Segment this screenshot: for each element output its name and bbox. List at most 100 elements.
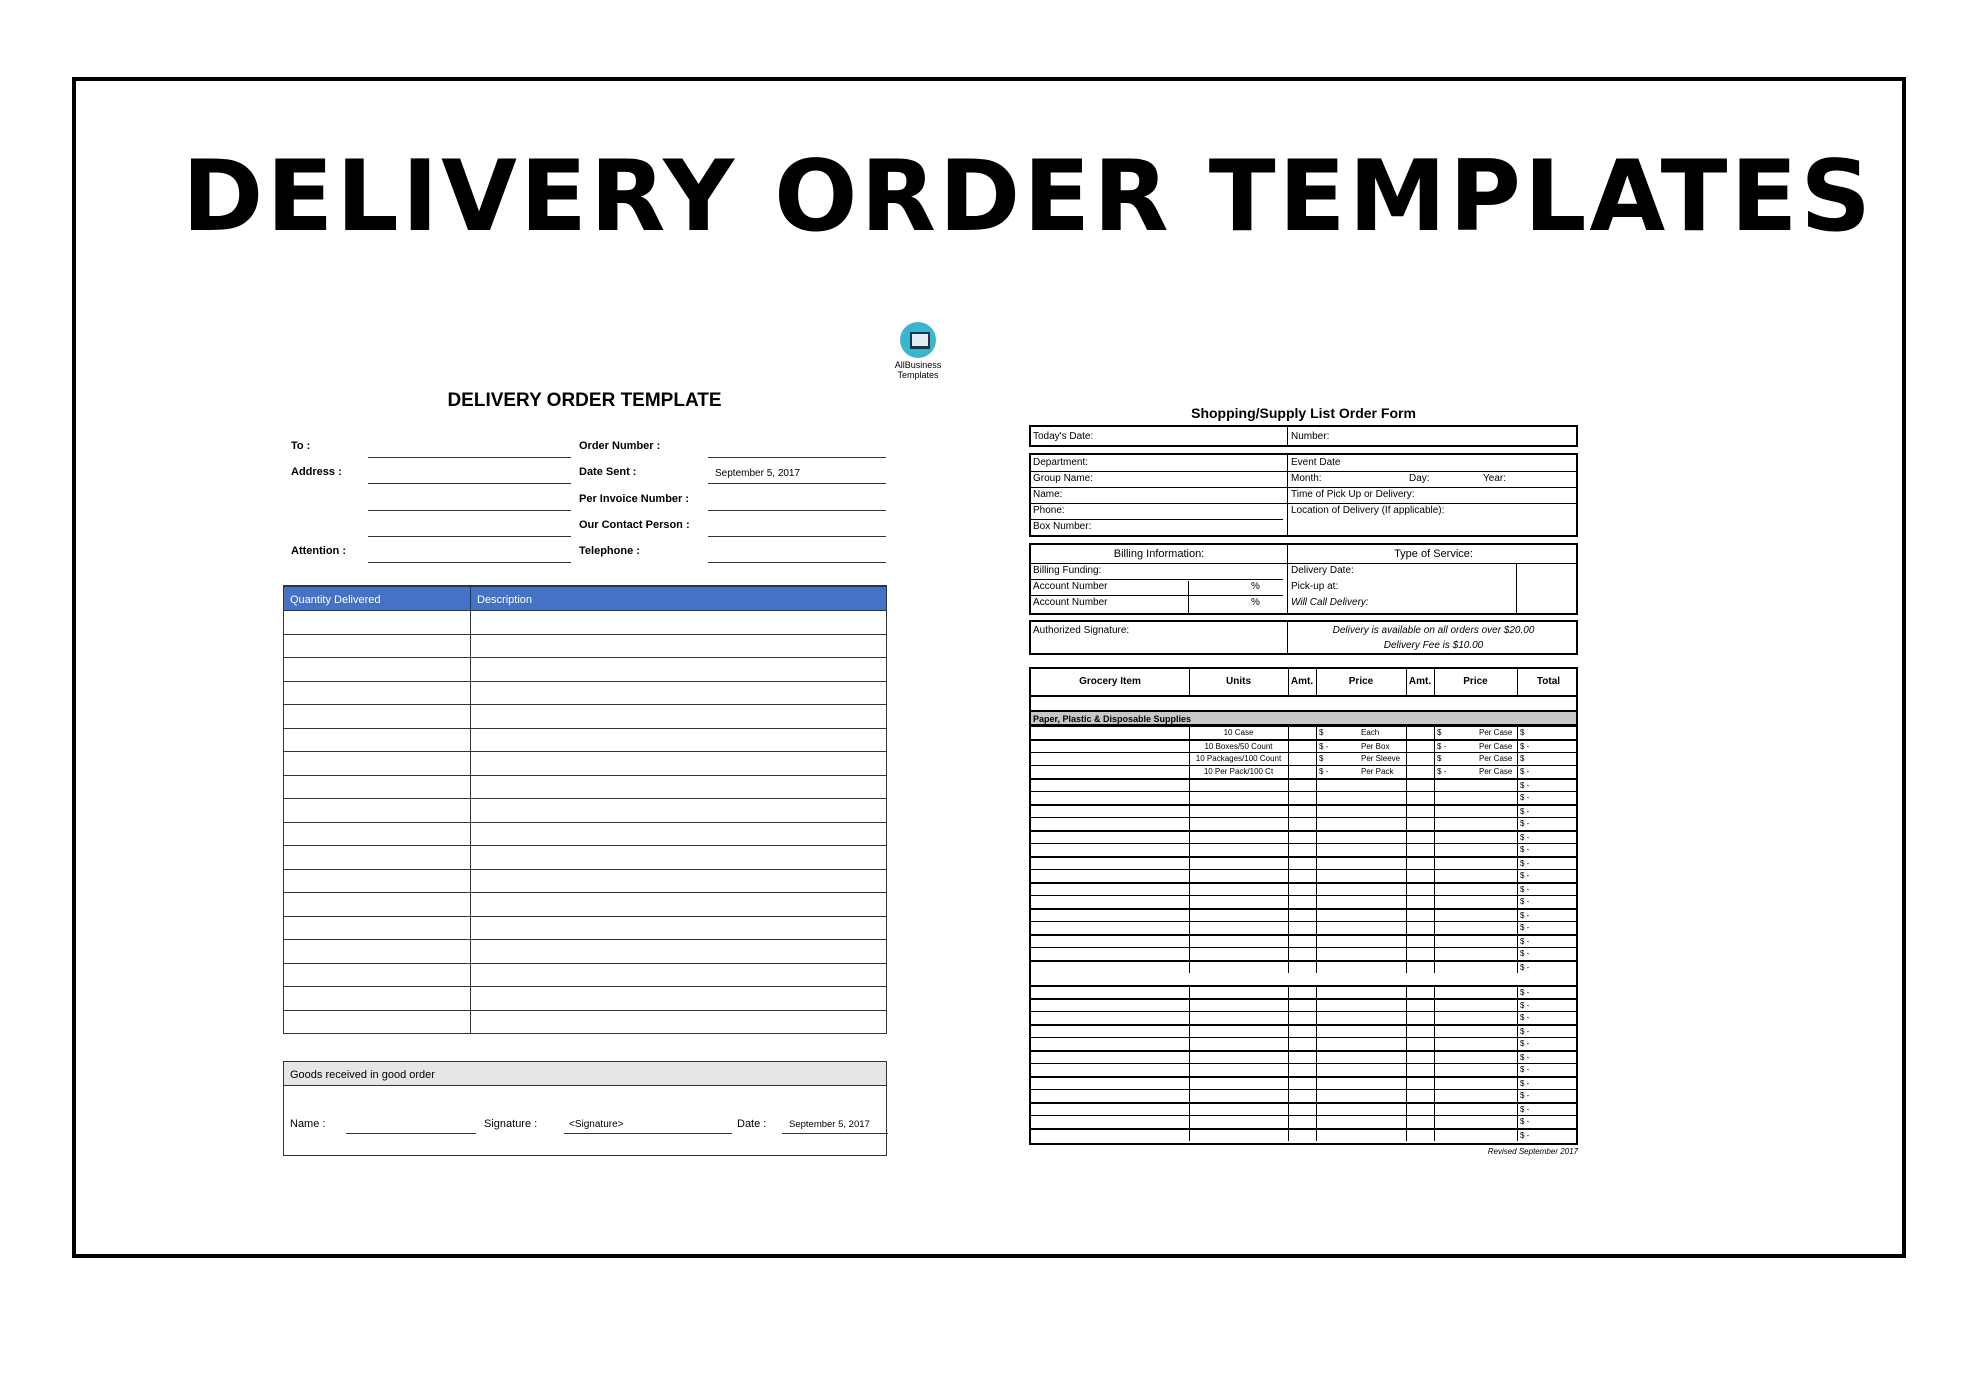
grocery-row[interactable]: $ - bbox=[1031, 1102, 1576, 1115]
table-row[interactable] bbox=[284, 610, 886, 634]
number-field[interactable]: Number: bbox=[1291, 431, 1330, 442]
delivery-date-option[interactable]: Delivery Date: bbox=[1291, 565, 1354, 576]
description-cell[interactable] bbox=[471, 705, 886, 728]
quantity-cell[interactable] bbox=[284, 752, 471, 775]
quantity-cell[interactable] bbox=[284, 940, 471, 963]
grocery-row[interactable]: $ - bbox=[1031, 843, 1576, 856]
grocery-row[interactable]: $ - bbox=[1031, 804, 1576, 817]
day-field[interactable]: Day: bbox=[1409, 473, 1430, 484]
info-field[interactable]: Department: bbox=[1033, 457, 1089, 468]
info-field[interactable]: Group Name: bbox=[1033, 473, 1094, 484]
description-cell[interactable] bbox=[471, 682, 886, 705]
quantity-cell[interactable] bbox=[284, 728, 471, 751]
grocery-row[interactable]: $ - bbox=[1031, 1063, 1576, 1076]
grocery-row[interactable]: $ - bbox=[1031, 830, 1576, 843]
table-row[interactable] bbox=[284, 939, 886, 963]
account-number-field[interactable]: Account Number bbox=[1033, 597, 1108, 608]
description-cell[interactable] bbox=[471, 846, 886, 869]
description-cell[interactable] bbox=[471, 635, 886, 658]
grocery-row[interactable]: 10 Case $ Each $ Per Case $ bbox=[1031, 726, 1576, 739]
grocery-row[interactable]: $ - bbox=[1031, 1076, 1576, 1089]
grocery-row[interactable]: 10 Packages/100 Count $ Per Sleeve $ Per Cas… bbox=[1031, 752, 1576, 765]
quantity-cell[interactable] bbox=[284, 611, 471, 634]
table-row[interactable] bbox=[284, 986, 886, 1010]
grocery-row[interactable]: $ - bbox=[1031, 791, 1576, 804]
table-row[interactable] bbox=[284, 915, 886, 940]
quantity-cell[interactable] bbox=[284, 916, 471, 939]
description-cell[interactable] bbox=[471, 870, 886, 893]
input-line[interactable] bbox=[708, 509, 886, 511]
table-row[interactable] bbox=[284, 704, 886, 728]
grocery-row[interactable]: $ - bbox=[1031, 908, 1576, 921]
grocery-row[interactable]: 10 Boxes/50 Count $ - Per Box $ - Per Case $ … bbox=[1031, 739, 1576, 752]
description-cell[interactable] bbox=[471, 729, 886, 752]
info-field[interactable]: Box Number: bbox=[1033, 521, 1092, 532]
description-cell[interactable] bbox=[471, 658, 886, 681]
description-cell[interactable] bbox=[471, 893, 886, 916]
description-cell[interactable] bbox=[471, 752, 886, 775]
table-row[interactable] bbox=[284, 962, 886, 986]
description-cell[interactable] bbox=[471, 940, 886, 963]
grocery-row[interactable]: $ - bbox=[1031, 1128, 1576, 1141]
table-row[interactable] bbox=[284, 845, 886, 869]
month-field[interactable]: Month: bbox=[1291, 473, 1322, 484]
grocery-row[interactable]: $ - bbox=[1031, 934, 1576, 947]
grocery-row[interactable]: $ - bbox=[1031, 947, 1576, 960]
description-cell[interactable] bbox=[471, 917, 886, 940]
grocery-row[interactable]: $ - bbox=[1031, 1037, 1576, 1050]
authorized-signature-field[interactable]: Authorized Signature: bbox=[1033, 625, 1130, 636]
input-line[interactable] bbox=[708, 482, 886, 484]
description-cell[interactable] bbox=[471, 799, 886, 822]
quantity-cell[interactable] bbox=[284, 681, 471, 704]
account-number-field[interactable]: Account Number bbox=[1033, 581, 1108, 592]
table-row[interactable] bbox=[284, 868, 886, 893]
info-field[interactable]: Phone: bbox=[1033, 505, 1065, 516]
quantity-cell[interactable] bbox=[284, 658, 471, 681]
quantity-cell[interactable] bbox=[284, 1010, 471, 1033]
grocery-row[interactable]: $ - bbox=[1031, 1011, 1576, 1024]
quantity-cell[interactable] bbox=[284, 775, 471, 798]
input-line[interactable] bbox=[368, 456, 571, 458]
info-field[interactable]: Name: bbox=[1033, 489, 1063, 500]
time-field[interactable]: Time of Pick Up or Delivery: bbox=[1291, 489, 1415, 500]
quantity-cell[interactable] bbox=[284, 963, 471, 986]
quantity-cell[interactable] bbox=[284, 822, 471, 845]
grocery-row[interactable]: $ - bbox=[1031, 895, 1576, 908]
quantity-cell[interactable] bbox=[284, 869, 471, 892]
pickup-option[interactable]: Pick-up at: bbox=[1291, 581, 1339, 592]
year-field[interactable]: Year: bbox=[1483, 473, 1506, 484]
input-line[interactable] bbox=[368, 482, 571, 484]
grocery-row[interactable]: $ - bbox=[1031, 1050, 1576, 1063]
description-cell[interactable] bbox=[471, 823, 886, 846]
grocery-row[interactable]: $ - bbox=[1031, 1115, 1576, 1128]
grocery-row[interactable]: $ - bbox=[1031, 960, 1576, 973]
table-row[interactable] bbox=[284, 727, 886, 752]
table-row[interactable] bbox=[284, 774, 886, 799]
table-row[interactable] bbox=[284, 1009, 886, 1034]
input-line[interactable] bbox=[368, 509, 571, 511]
table-row[interactable] bbox=[284, 751, 886, 775]
description-cell[interactable] bbox=[471, 776, 886, 799]
grocery-row[interactable]: $ - bbox=[1031, 1024, 1576, 1037]
description-cell[interactable] bbox=[471, 1011, 886, 1034]
grocery-row[interactable]: $ - bbox=[1031, 856, 1576, 869]
table-row[interactable] bbox=[284, 633, 886, 658]
table-row[interactable] bbox=[284, 892, 886, 916]
grocery-row[interactable]: $ - bbox=[1031, 817, 1576, 830]
grocery-row[interactable]: $ - bbox=[1031, 985, 1576, 998]
grocery-row[interactable]: $ - bbox=[1031, 921, 1576, 934]
grocery-row[interactable]: $ - bbox=[1031, 1089, 1576, 1102]
input-line[interactable] bbox=[368, 535, 571, 537]
name-field[interactable] bbox=[346, 1132, 476, 1134]
description-cell[interactable] bbox=[471, 611, 886, 634]
quantity-cell[interactable] bbox=[284, 634, 471, 657]
grocery-row[interactable]: $ - bbox=[1031, 778, 1576, 791]
grocery-row[interactable]: $ - bbox=[1031, 869, 1576, 882]
grocery-row[interactable]: $ - bbox=[1031, 998, 1576, 1011]
input-line[interactable] bbox=[708, 561, 886, 563]
table-row[interactable] bbox=[284, 680, 886, 705]
table-row[interactable] bbox=[284, 798, 886, 822]
quantity-cell[interactable] bbox=[284, 799, 471, 822]
grocery-row[interactable]: $ - bbox=[1031, 882, 1576, 895]
input-line[interactable] bbox=[708, 456, 886, 458]
